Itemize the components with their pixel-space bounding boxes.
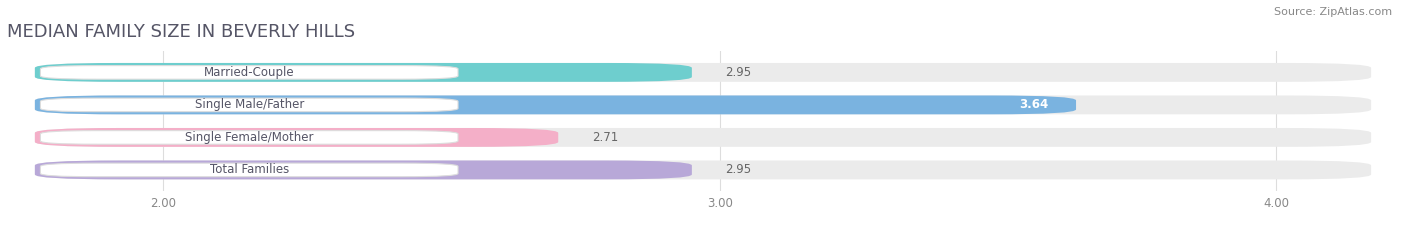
Text: 3.64: 3.64: [1019, 98, 1049, 111]
FancyBboxPatch shape: [35, 96, 1371, 114]
Text: Single Male/Father: Single Male/Father: [194, 98, 304, 111]
Text: Source: ZipAtlas.com: Source: ZipAtlas.com: [1274, 7, 1392, 17]
FancyBboxPatch shape: [41, 163, 458, 177]
FancyBboxPatch shape: [35, 96, 1076, 114]
Text: Total Families: Total Families: [209, 163, 288, 176]
FancyBboxPatch shape: [35, 63, 1371, 82]
FancyBboxPatch shape: [41, 131, 458, 144]
FancyBboxPatch shape: [35, 63, 692, 82]
FancyBboxPatch shape: [41, 66, 458, 79]
Text: 2.95: 2.95: [725, 163, 751, 176]
FancyBboxPatch shape: [35, 128, 558, 147]
Text: 2.95: 2.95: [725, 66, 751, 79]
Text: Single Female/Mother: Single Female/Mother: [186, 131, 314, 144]
FancyBboxPatch shape: [35, 161, 1371, 179]
FancyBboxPatch shape: [41, 98, 458, 112]
FancyBboxPatch shape: [35, 161, 692, 179]
FancyBboxPatch shape: [35, 128, 1371, 147]
Text: MEDIAN FAMILY SIZE IN BEVERLY HILLS: MEDIAN FAMILY SIZE IN BEVERLY HILLS: [7, 23, 356, 41]
Text: Married-Couple: Married-Couple: [204, 66, 294, 79]
Text: 2.71: 2.71: [592, 131, 617, 144]
